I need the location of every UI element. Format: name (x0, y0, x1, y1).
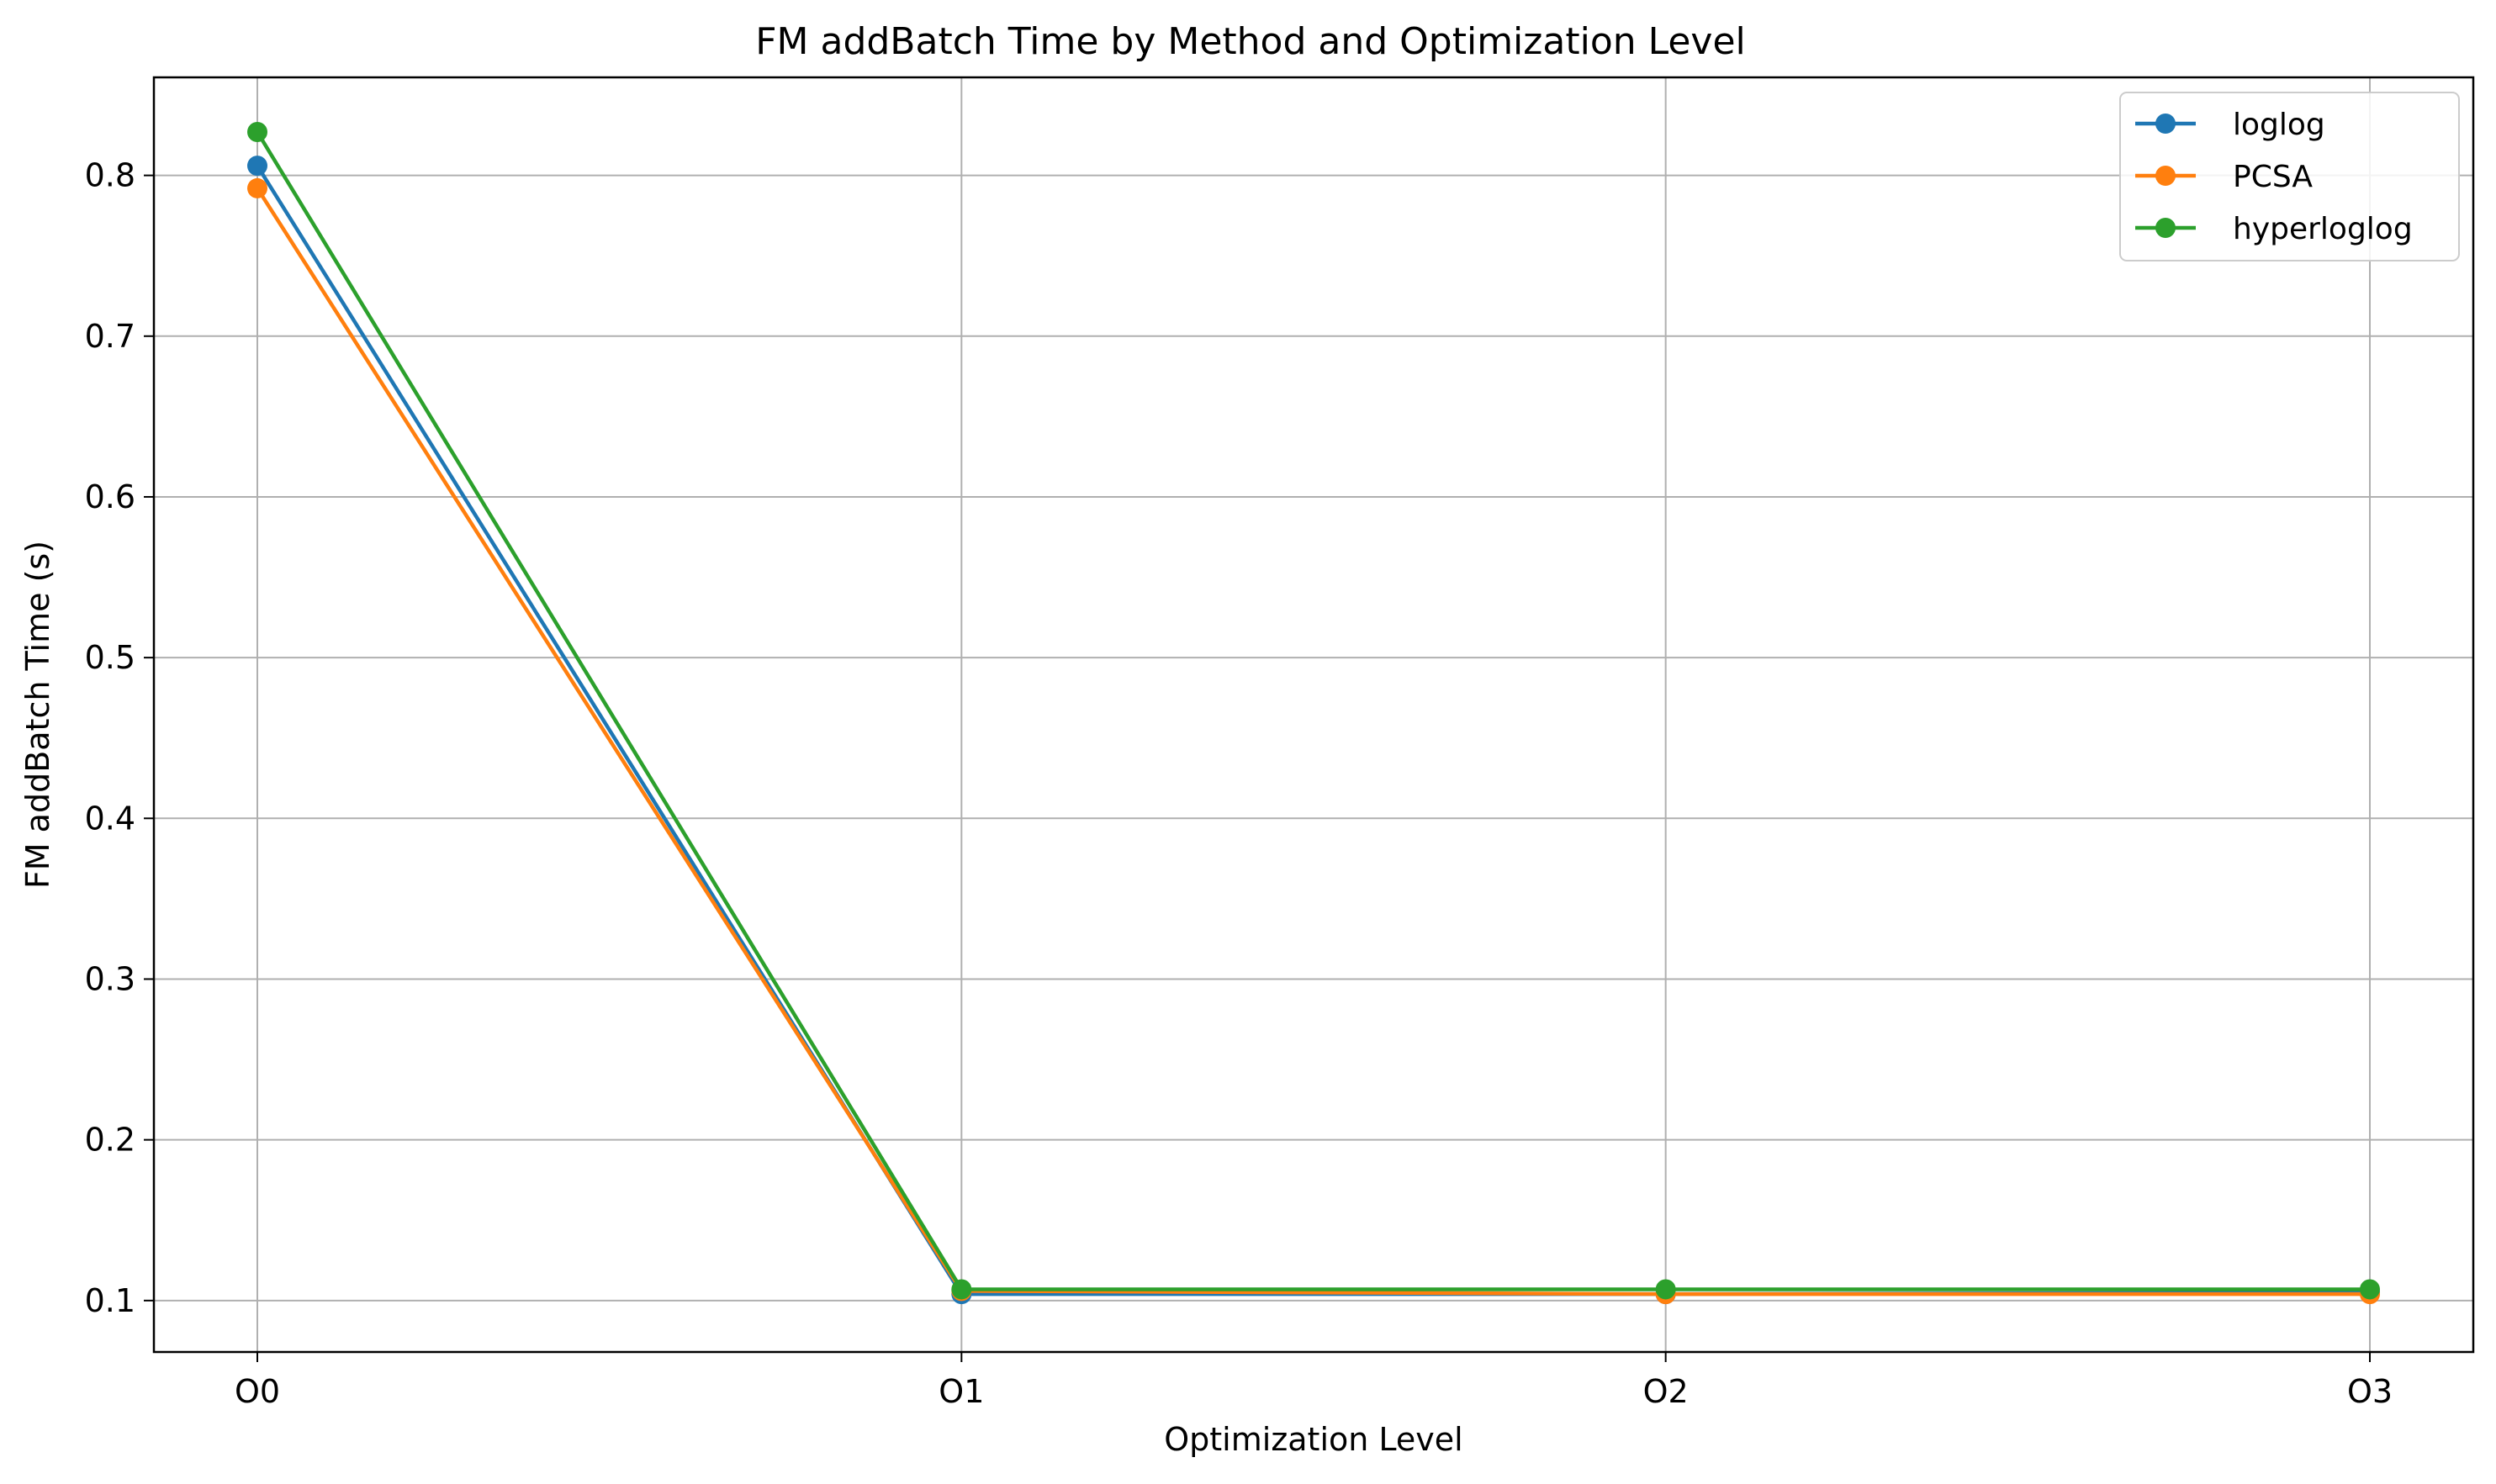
legend-label: PCSA (2233, 160, 2313, 194)
data-point (247, 121, 267, 142)
y-axis-label: FM addBatch Time (s) (19, 541, 56, 889)
x-tick-label: O1 (939, 1373, 984, 1410)
legend-label: loglog (2233, 108, 2325, 142)
y-tick-label: 0.4 (85, 800, 135, 837)
chart-title: FM addBatch Time by Method and Optimizat… (755, 20, 1746, 63)
data-point (247, 177, 267, 198)
x-tick-label: O2 (1643, 1373, 1689, 1410)
data-point (2360, 1279, 2380, 1300)
legend: loglog PCSA hyperloglog (2119, 92, 2460, 261)
series-layer (247, 121, 2380, 1305)
grid-lines (154, 77, 2473, 1352)
data-point (1655, 1279, 1676, 1300)
y-tick-label: 0.8 (85, 157, 135, 194)
y-tick-label: 0.3 (85, 960, 135, 997)
series-line (256, 130, 2370, 1291)
x-tick-label: O3 (2347, 1373, 2393, 1410)
data-point (247, 156, 267, 177)
plot-area-frame (152, 76, 2475, 1354)
series-hyperloglog (247, 121, 2380, 1300)
series-line (256, 187, 2370, 1297)
y-tick-label: 0.2 (85, 1122, 135, 1159)
legend-marker (2155, 114, 2176, 134)
axis-ticks: O0 O1 O2 O3 0.1 0.2 0.3 0.4 0.5 0.6 0.7 0.8 (85, 157, 2393, 1410)
legend-marker (2155, 218, 2176, 238)
y-tick-label: 0.1 (85, 1282, 135, 1319)
y-tick-label: 0.5 (85, 639, 135, 676)
y-tick-label: 0.6 (85, 478, 135, 515)
legend-label: hyperloglog (2233, 212, 2413, 246)
legend-box (2119, 92, 2460, 261)
x-axis-label: Optimization Level (1164, 1421, 1462, 1458)
data-point (951, 1279, 972, 1300)
x-tick-label: O0 (235, 1373, 280, 1410)
y-tick-label: 0.7 (85, 318, 135, 355)
legend-marker (2155, 166, 2176, 186)
